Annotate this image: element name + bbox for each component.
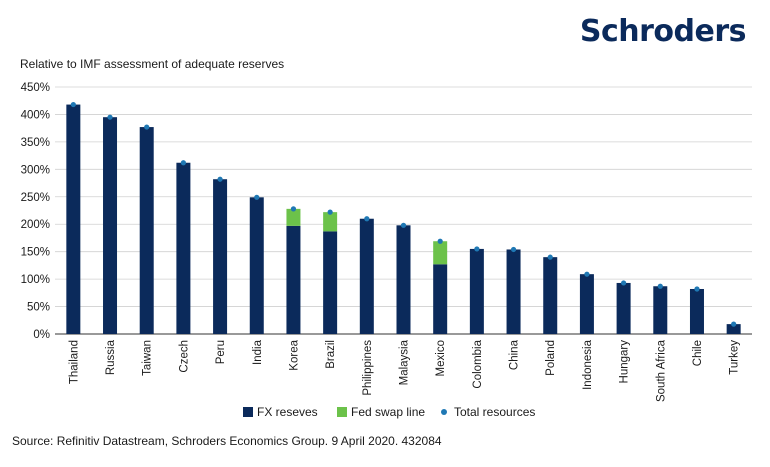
y-tick-label: 150% — [21, 247, 50, 259]
bar-fx-reserves — [323, 231, 338, 334]
x-tick-label: India — [252, 339, 264, 365]
y-tick-label: 400% — [21, 109, 50, 121]
bar-fx-reserves — [139, 127, 154, 335]
bar-fx-reserves — [66, 104, 81, 334]
bar-fx-reserves — [249, 197, 264, 334]
bar-fx-reserves — [396, 225, 411, 334]
bar-fed-swap-line — [323, 212, 338, 232]
total-resources-point — [400, 222, 407, 228]
legend-label: Total resources — [454, 405, 535, 419]
y-tick-label: 450% — [21, 82, 50, 94]
x-tick-label: Philippines — [362, 340, 374, 396]
legend-swatch — [337, 407, 347, 417]
y-tick-label: 50% — [27, 302, 50, 314]
total-resources-point — [290, 206, 297, 212]
bars — [66, 104, 741, 335]
total-resources-point — [144, 124, 150, 130]
bar-fx-reserves — [616, 282, 631, 334]
legend-label: FX reseves — [257, 405, 318, 419]
bar-fx-reserves — [543, 257, 558, 334]
total-resources-point — [657, 283, 663, 289]
total-resources-point — [327, 209, 333, 215]
total-points — [70, 101, 737, 327]
y-axis-ticks: 0% 50% 100% 150% 200% 250% 300% 350% 400% 450% — [21, 82, 50, 341]
total-resources-point — [107, 114, 113, 120]
total-resources-point — [584, 271, 590, 277]
total-resources-point — [70, 101, 76, 108]
legend-swatch — [243, 407, 253, 417]
bar-fx-reserves — [653, 286, 668, 334]
total-resources-point — [364, 216, 370, 222]
total-resources-point — [217, 176, 223, 182]
total-resources-point — [694, 286, 700, 292]
bar-fx-reserves — [689, 288, 704, 334]
chart-subtitle: Relative to IMF assessment of adequate r… — [20, 57, 285, 71]
x-tick-label: Thailand — [68, 340, 80, 384]
x-tick-label: Russia — [105, 339, 117, 375]
x-tick-label: Hungary — [619, 340, 631, 384]
x-tick-label: Korea — [288, 339, 300, 370]
total-resources-point — [180, 160, 186, 166]
bar-fx-reserves — [176, 162, 191, 334]
x-tick-label: Czech — [178, 340, 190, 373]
x-axis-ticks: Thailand Russia Taiwan Czech Peru India Korea B… — [68, 339, 740, 402]
x-tick-label: Brazil — [325, 340, 337, 369]
x-tick-label: Poland — [545, 340, 557, 376]
bar-fx-reserves — [433, 264, 448, 334]
x-tick-label: Colombia — [472, 339, 484, 388]
bar-fx-reserves — [726, 324, 741, 334]
total-resources-point — [510, 246, 517, 253]
x-tick-label: Mexico — [435, 340, 447, 376]
x-tick-label: Chile — [692, 340, 704, 366]
schroders-logo: Schroders — [579, 14, 747, 49]
y-tick-label: 250% — [21, 192, 50, 204]
y-tick-label: 300% — [21, 164, 50, 176]
y-tick-label: 200% — [21, 219, 50, 231]
bar-fx-reserves — [579, 274, 594, 334]
total-resources-point — [731, 321, 737, 327]
total-resources-point — [547, 254, 553, 260]
x-tick-label: Malaysia — [399, 339, 411, 385]
bar-fed-swap-line — [433, 241, 448, 265]
y-tick-label: 100% — [21, 274, 50, 286]
total-resources-point — [474, 246, 480, 252]
bar-fed-swap-line — [286, 208, 301, 226]
y-tick-label: 350% — [21, 137, 50, 149]
x-tick-label: Taiwan — [142, 340, 154, 376]
bar-fx-reserves — [213, 179, 228, 334]
x-tick-label: South Africa — [655, 339, 667, 402]
total-resources-point — [437, 238, 443, 244]
y-tick-label: 0% — [33, 329, 50, 341]
source-note: Source: Refinitiv Datastream, Schroders … — [12, 434, 442, 448]
legend: FX reseves Fed swap line Total resources — [243, 405, 535, 419]
total-resources-point — [254, 194, 260, 200]
bar-fx-reserves — [469, 248, 484, 334]
bar-fx-reserves — [359, 218, 374, 334]
total-resources-point — [621, 280, 627, 286]
bar-fx-reserves — [103, 117, 118, 334]
x-tick-label: Peru — [215, 340, 227, 364]
x-tick-label: Turkey — [729, 340, 741, 375]
bar-fx-reserves — [506, 249, 521, 334]
x-tick-label: China — [509, 339, 521, 370]
x-tick-label: Indonesia — [582, 339, 594, 389]
bar-fx-reserves — [286, 225, 301, 334]
legend-swatch — [441, 409, 447, 415]
legend-label: Fed swap line — [351, 405, 425, 419]
